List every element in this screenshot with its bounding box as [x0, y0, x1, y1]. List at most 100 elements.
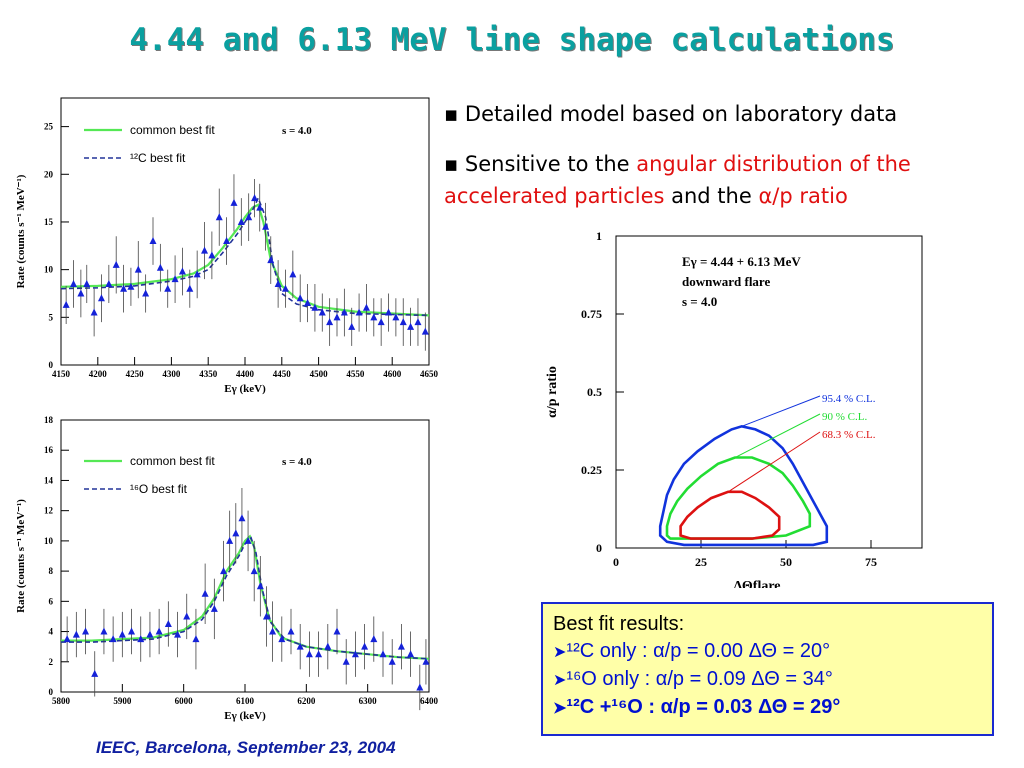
result-row-c12: ➤¹²C only : α/p = 0.00 ΔΘ = 20°: [553, 638, 982, 666]
x-tick-label: 6400: [420, 696, 439, 706]
bullet-square-icon: ▪: [444, 102, 459, 126]
x-tick-label: 4350: [199, 369, 218, 379]
data-point: [333, 627, 341, 635]
x-tick-label: 75: [865, 555, 877, 569]
data-point: [416, 683, 424, 691]
data-point: [63, 635, 71, 643]
data-point: [422, 657, 430, 665]
data-point: [342, 657, 350, 665]
data-point: [155, 627, 163, 635]
contour-label: 68.3 % C.L.: [822, 429, 876, 441]
confidence-contour: [658, 424, 829, 547]
arrow-icon: ➤: [553, 644, 567, 661]
arrow-icon: ➤: [553, 672, 567, 689]
data-point: [128, 627, 136, 635]
data-point: [289, 270, 297, 278]
result-value: α/p = 0.09 ΔΘ = 34°: [655, 668, 833, 690]
y-tick-label: 0.75: [581, 307, 602, 321]
bullet-2-highlight-2: α/p ratio: [758, 184, 848, 208]
data-point: [407, 322, 415, 330]
data-point: [142, 289, 150, 297]
data-point: [232, 529, 240, 537]
data-point: [262, 222, 270, 230]
x-tick-label: 5900: [113, 696, 132, 706]
x-tick-label: 4550: [346, 369, 365, 379]
results-heading: Best fit results:: [553, 613, 685, 635]
x-tick-label: 4300: [162, 369, 181, 379]
data-point: [174, 630, 182, 638]
data-point: [164, 284, 172, 292]
data-point: [244, 536, 252, 544]
contour-label: 90 % C.L.: [822, 411, 867, 423]
data-point: [385, 308, 393, 316]
x-tick-label: 6000: [175, 696, 194, 706]
result-value: α/p = 0.03 ΔΘ = 29°: [660, 696, 841, 718]
bullet-2-text-mid: and the: [664, 184, 759, 208]
data-point: [296, 642, 304, 650]
data-point: [421, 327, 429, 335]
data-point: [305, 650, 313, 658]
x-tick-label: 25: [695, 555, 707, 569]
data-point: [362, 303, 370, 311]
data-point: [399, 318, 407, 326]
best-fit-results-box: Best fit results: ➤¹²C only : α/p = 0.00…: [541, 602, 994, 736]
data-point: [278, 635, 286, 643]
result-label: ¹²C +¹⁶O :: [566, 696, 656, 718]
data-point: [210, 604, 218, 612]
data-point: [351, 650, 359, 658]
chart-c12-spectrum: 4150 4200 4250 4300 4350 4400 4450 4500 4550 4600…: [15, 97, 439, 395]
data-point: [281, 284, 289, 292]
data-point: [70, 279, 78, 287]
data-point: [333, 313, 341, 321]
data-point: [109, 635, 117, 643]
data-point: [355, 308, 363, 316]
bullet-2-highlight: angular distribution of the accelerated …: [444, 152, 911, 208]
data-point: [208, 251, 216, 259]
data-point: [256, 582, 264, 590]
x-axis-label: ΔΘflare: [733, 579, 780, 588]
data-point: [318, 308, 326, 316]
y-tick-label: 0.5: [587, 385, 602, 399]
data-point: [164, 620, 172, 627]
data-point: [414, 318, 422, 326]
y-tick-label: 10: [44, 265, 54, 275]
contour-label: 95.4 % C.L.: [822, 393, 876, 405]
plot-annotation: s = 4.0: [682, 294, 717, 309]
data-point: [348, 322, 356, 330]
data-point: [274, 279, 282, 287]
data-point: [193, 270, 201, 278]
data-point: [251, 194, 259, 202]
data-point: [105, 279, 113, 287]
data-point: [83, 279, 91, 287]
data-point: [72, 630, 80, 638]
data-point: [112, 260, 120, 268]
result-label: ¹⁶O only :: [566, 668, 651, 690]
data-point: [324, 642, 332, 650]
data-point: [223, 237, 231, 245]
result-value: α/p = 0.00 ΔΘ = 20°: [653, 640, 831, 662]
y-tick-label: 0.25: [581, 463, 602, 477]
data-point: [377, 318, 385, 326]
data-point: [230, 198, 238, 206]
y-tick-label: 2: [49, 657, 54, 667]
y-tick-label: 8: [49, 566, 54, 576]
y-tick-label: 0: [49, 360, 54, 370]
x-tick-label: 5800: [52, 696, 71, 706]
plot-annotation: Eγ = 4.44 + 6.13 MeV: [682, 254, 801, 269]
data-point: [370, 635, 378, 643]
data-point: [62, 300, 70, 308]
x-tick-label: 50: [780, 555, 792, 569]
bullet-2-text: Sensitive to the: [464, 152, 637, 176]
y-tick-label: 6: [49, 596, 54, 606]
confidence-contour: [679, 490, 781, 540]
y-tick-label: 14: [44, 475, 54, 485]
contour-label-leader: [734, 413, 821, 458]
fit-curve-single: [61, 536, 430, 660]
x-tick-label: 6100: [236, 696, 255, 706]
x-tick-label: 4400: [236, 369, 255, 379]
y-tick-label: 12: [44, 506, 54, 516]
data-point: [250, 567, 258, 575]
data-point: [379, 650, 387, 658]
fit-curve-single: [60, 196, 430, 317]
bullet-1: ▪ Detailed model based on laboratory dat…: [444, 98, 897, 130]
